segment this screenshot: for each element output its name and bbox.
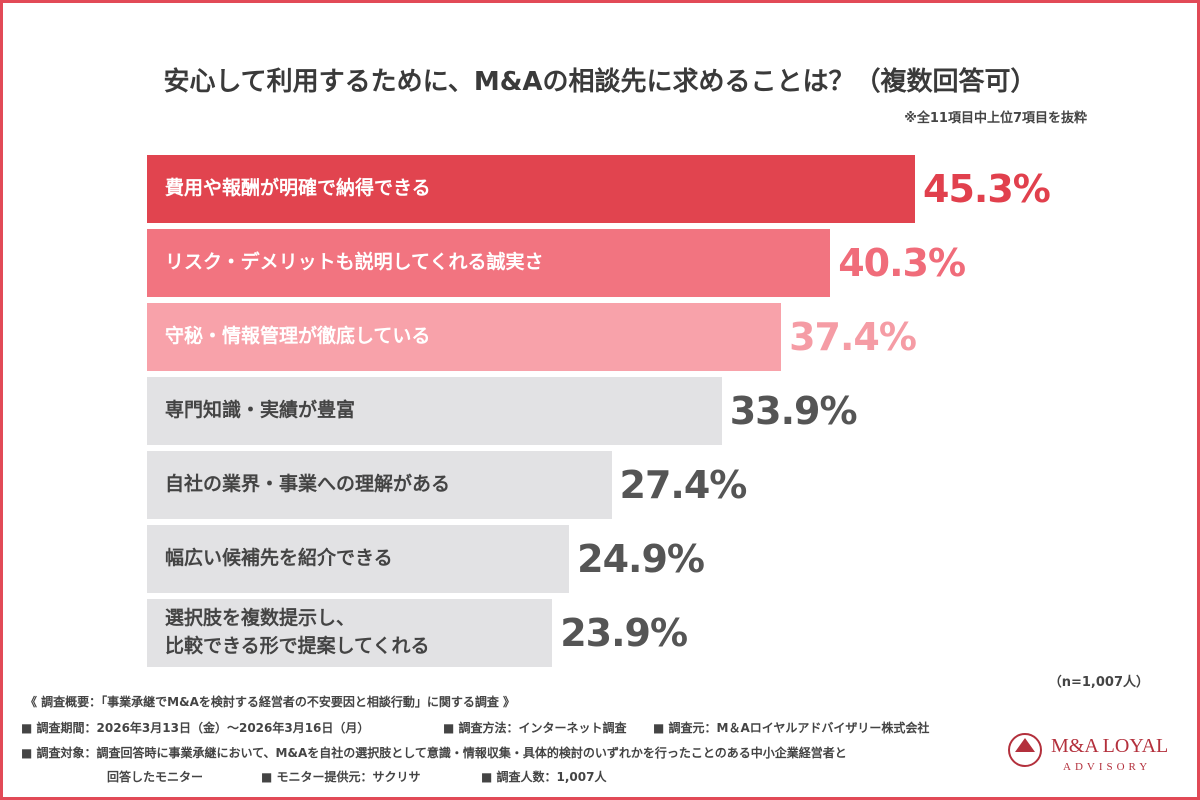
bar xyxy=(147,377,722,445)
value-label: 33.9% xyxy=(729,389,858,433)
bar xyxy=(147,451,612,519)
category-label: 選択肢を複数提示し、 比較できる形で提案してくれる xyxy=(165,607,430,657)
survey-note: ■ 調査人数：1,007人 xyxy=(481,770,607,784)
chart-title: 安心して利用するために、M&Aの相談先に求めることは？（複数回答可） xyxy=(163,67,1037,97)
value-label: 37.4% xyxy=(789,315,917,359)
sample-note: （n=1,007人） xyxy=(1048,675,1149,690)
bar xyxy=(147,229,831,297)
survey-title: 《 調査概要：「事業承継でM&Aを検討する経営者の不安要因と相談行動」に関する調… xyxy=(25,695,516,709)
bar xyxy=(147,599,553,667)
survey-note: ■ 調査期間：2026年3月13日（金）〜2026年3月16日（月） xyxy=(21,721,370,735)
bar xyxy=(147,155,915,223)
survey-note: ■ モニター提供元：サクリサ xyxy=(261,770,421,784)
logo-emblem xyxy=(1015,738,1035,752)
survey-note: 回答したモニター xyxy=(107,770,204,784)
value-label: 23.9% xyxy=(560,611,688,655)
value-label: 24.9% xyxy=(577,537,705,581)
subtitle: ※全11項目中上位7項目を抜粋 xyxy=(904,111,1087,126)
logo: M&A LOYAL ADVISORY xyxy=(1008,733,1168,773)
logo-emblem xyxy=(1008,733,1042,767)
category-label: 専門知識・実績が豊富 xyxy=(165,399,356,422)
category-label: 守秘・情報管理が徹底している xyxy=(165,325,431,348)
value-label: 45.3% xyxy=(923,167,1051,211)
category-label: リスク・デメリットも説明してくれる誠実さ xyxy=(165,251,544,274)
logo-name: M&A LOYAL xyxy=(1051,735,1168,757)
category-label: 費用や報酬が明確で納得できる xyxy=(165,177,431,200)
bar xyxy=(147,303,782,371)
value-label: 40.3% xyxy=(838,241,966,285)
survey-note: ■ 調査方法：インターネット調査 xyxy=(443,721,627,735)
value-label: 27.4% xyxy=(619,463,748,507)
survey-note: ■ 調査対象：調査回答時に事業承継において、M&Aを自社の選択肢として意識・情報… xyxy=(21,746,847,760)
bar xyxy=(147,525,570,593)
category-label: 幅広い候補先を紹介できる xyxy=(165,547,393,570)
logo-sub: ADVISORY xyxy=(1063,761,1151,773)
category-label: 自社の業界・事業への理解がある xyxy=(165,473,451,496)
survey-note: ■ 調査元：M＆Aロイヤルアドバイザリー株式会社 xyxy=(653,721,930,735)
